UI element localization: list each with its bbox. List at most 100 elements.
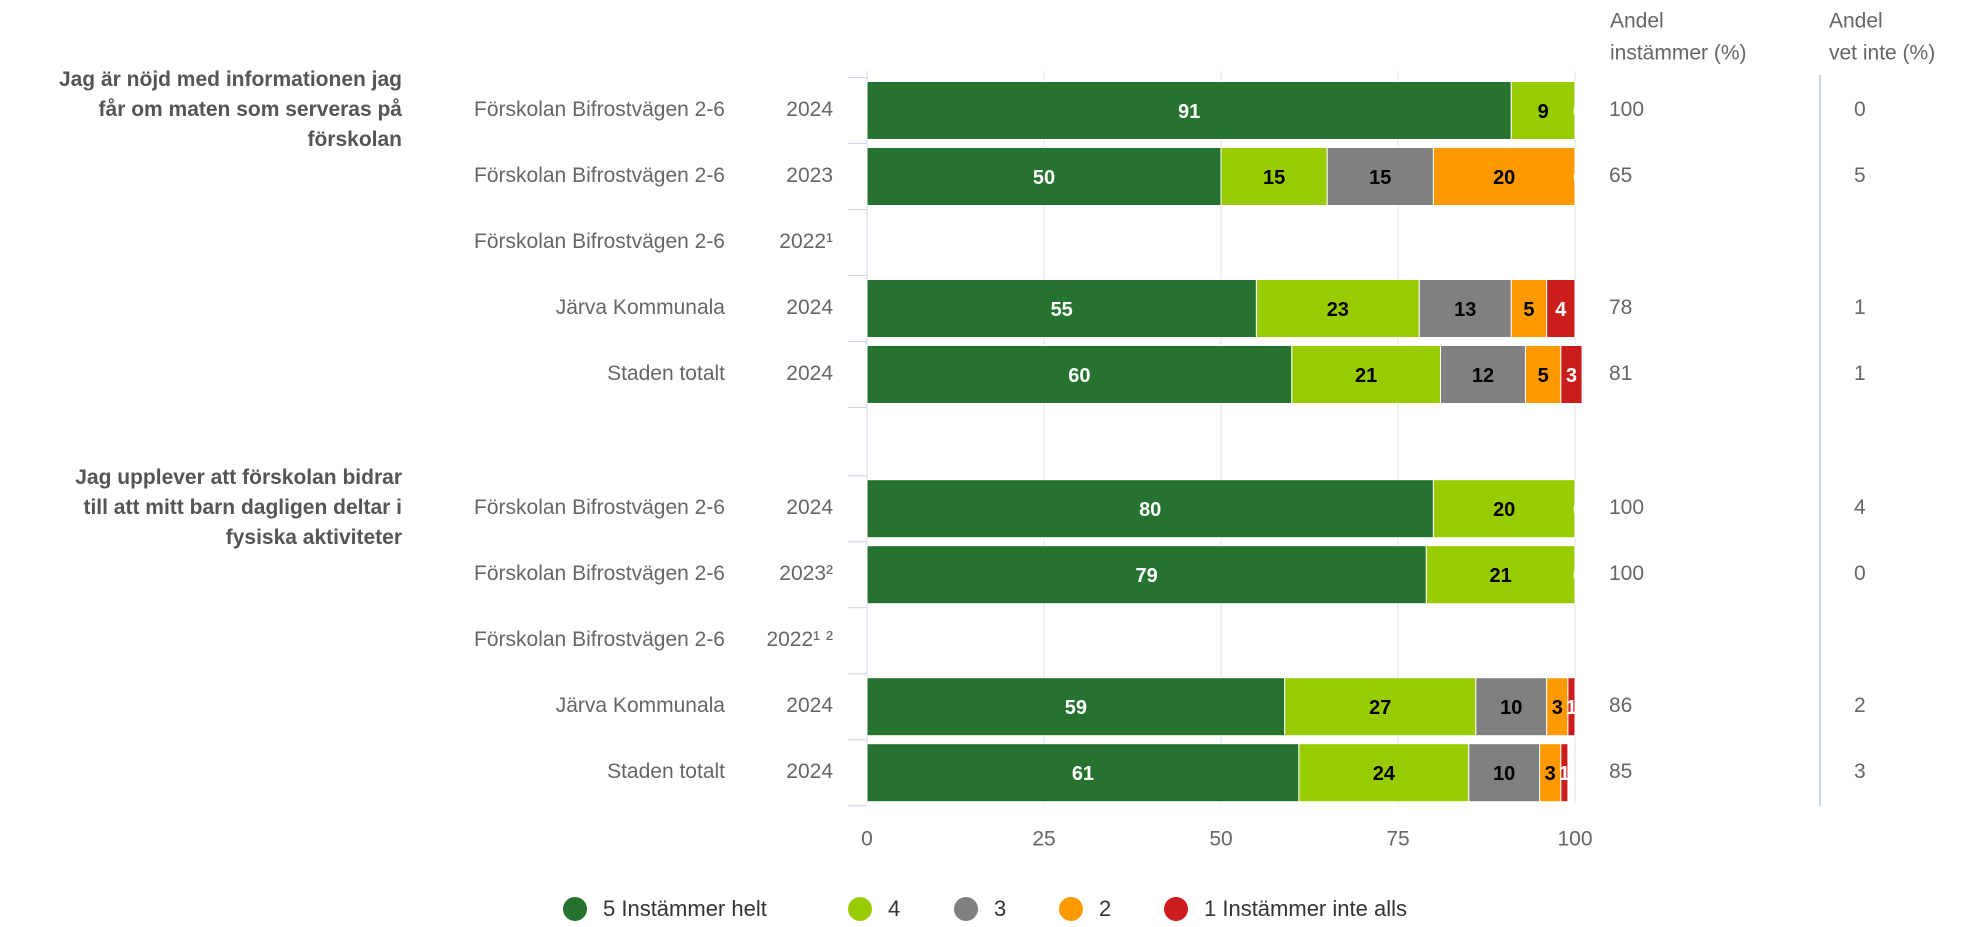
question-label: Jag är nöjd med informationen jag bbox=[59, 68, 402, 91]
row-name: Staden totalt bbox=[607, 362, 725, 385]
bar-segment bbox=[1418, 279, 1512, 338]
row-name: Förskolan Bifrostvägen 2-6 bbox=[474, 230, 725, 253]
segment-label: 21 bbox=[1355, 365, 1377, 387]
segment-label: 13 bbox=[1454, 299, 1476, 321]
share-agree: 86 bbox=[1609, 694, 1632, 717]
segment-label: 0 bbox=[1573, 565, 1584, 587]
bar-segment bbox=[1546, 279, 1576, 338]
bar-segment bbox=[866, 677, 1286, 737]
column-header: Andel bbox=[1829, 10, 1883, 33]
row-year: 2024 bbox=[786, 98, 833, 121]
bar-segment bbox=[1284, 677, 1477, 737]
bar-segment bbox=[1560, 743, 1569, 803]
bar-segment bbox=[1475, 677, 1548, 737]
row-name: Förskolan Bifrostvägen 2-6 bbox=[474, 562, 725, 585]
share-dont-know: 4 bbox=[1854, 496, 1866, 519]
question-label: får om maten som serveras på bbox=[99, 98, 403, 121]
segment-label: 10 bbox=[1500, 697, 1522, 719]
share-agree: 100 bbox=[1609, 496, 1644, 519]
bar-segment bbox=[1255, 279, 1420, 338]
share-agree: 81 bbox=[1609, 362, 1632, 385]
segment-label: 21 bbox=[1490, 565, 1512, 587]
segment-label: 23 bbox=[1327, 299, 1349, 321]
column-header: vet inte (%) bbox=[1829, 42, 1935, 65]
x-tick-label: 25 bbox=[1032, 828, 1055, 851]
segment-label: 9 bbox=[1538, 101, 1549, 123]
segment-label: 10 bbox=[1493, 763, 1515, 785]
segment-label: 20 bbox=[1493, 499, 1515, 521]
bar-segment bbox=[1524, 345, 1562, 404]
x-tick-label: 75 bbox=[1386, 828, 1409, 851]
segment-label: 0 bbox=[1573, 565, 1584, 587]
bar-segment bbox=[1432, 479, 1576, 539]
row-name: Förskolan Bifrostvägen 2-6 bbox=[474, 98, 725, 121]
segment-label: 79 bbox=[1136, 565, 1158, 587]
segment-label: 55 bbox=[1051, 299, 1073, 321]
segment-label: 24 bbox=[1373, 763, 1396, 785]
bar-segment bbox=[1510, 279, 1548, 338]
segment-label: 0 bbox=[1573, 167, 1584, 189]
question-label: till att mitt barn dagligen deltar i bbox=[83, 496, 402, 519]
x-tick-label: 0 bbox=[861, 828, 873, 851]
segment-label: 27 bbox=[1369, 697, 1391, 719]
legend-label: 1 Instämmer inte alls bbox=[1204, 896, 1407, 921]
row-name: Förskolan Bifrostvägen 2-6 bbox=[474, 496, 725, 519]
segment-label: 5 bbox=[1538, 365, 1549, 387]
share-agree: 78 bbox=[1609, 296, 1632, 319]
bar-segment bbox=[1510, 81, 1576, 140]
bar-segment bbox=[866, 279, 1257, 338]
segment-label: 0 bbox=[1573, 101, 1584, 123]
share-dont-know: 3 bbox=[1854, 760, 1866, 783]
share-dont-know: 1 bbox=[1854, 362, 1866, 385]
bar-segment bbox=[1291, 345, 1441, 404]
bar-segment bbox=[1560, 345, 1583, 404]
x-tick-label: 100 bbox=[1557, 828, 1592, 851]
segment-label: 3 bbox=[1545, 763, 1556, 785]
legend-marker bbox=[563, 897, 587, 921]
question-label: Jag upplever att förskolan bidrar bbox=[75, 466, 402, 489]
legend-marker bbox=[1164, 897, 1188, 921]
segment-label: 4 bbox=[1555, 299, 1567, 321]
bar-segment bbox=[1432, 147, 1576, 206]
segment-label: 60 bbox=[1068, 365, 1090, 387]
share-agree: 100 bbox=[1609, 98, 1644, 121]
segment-label: 1 bbox=[1566, 697, 1577, 719]
row-year: 2024 bbox=[786, 496, 833, 519]
bar-segment bbox=[866, 345, 1293, 404]
segment-label: 59 bbox=[1065, 697, 1087, 719]
x-tick-label: 50 bbox=[1209, 828, 1232, 851]
bar-segment bbox=[1425, 545, 1576, 605]
row-year: 2024 bbox=[786, 760, 833, 783]
row-name: Förskolan Bifrostvägen 2-6 bbox=[474, 164, 725, 187]
segment-label: 80 bbox=[1139, 499, 1161, 521]
bar-segment bbox=[1439, 345, 1526, 404]
share-agree: 100 bbox=[1609, 562, 1644, 585]
share-dont-know: 0 bbox=[1854, 98, 1866, 121]
segment-label: 91 bbox=[1178, 101, 1200, 123]
bar-segment bbox=[1468, 743, 1541, 803]
bar-segment bbox=[1298, 743, 1470, 803]
row-year: 2023² bbox=[779, 562, 833, 585]
column-header: instämmer (%) bbox=[1610, 42, 1747, 65]
segment-label: 61 bbox=[1072, 763, 1094, 785]
bar-segment bbox=[1220, 147, 1328, 206]
row-name: Förskolan Bifrostvägen 2-6 bbox=[474, 628, 725, 651]
column-header: Andel bbox=[1610, 10, 1664, 33]
row-year: 2024 bbox=[786, 362, 833, 385]
share-dont-know: 2 bbox=[1854, 694, 1866, 717]
bar-segment bbox=[1567, 677, 1576, 737]
row-year: 2024 bbox=[786, 296, 833, 319]
segment-label: 12 bbox=[1472, 365, 1494, 387]
row-name: Järva Kommunala bbox=[556, 694, 726, 717]
share-dont-know: 1 bbox=[1854, 296, 1866, 319]
segment-label: 0 bbox=[1573, 499, 1584, 521]
bar-segment bbox=[866, 743, 1300, 803]
segment-label: 5 bbox=[1523, 299, 1534, 321]
segment-label: 0 bbox=[1573, 101, 1584, 123]
segment-label: 15 bbox=[1263, 167, 1285, 189]
segment-label: 3 bbox=[1566, 365, 1577, 387]
legend-marker bbox=[1059, 897, 1083, 921]
legend-label: 2 bbox=[1099, 896, 1111, 921]
segment-label: 0 bbox=[1573, 499, 1584, 521]
share-dont-know: 0 bbox=[1854, 562, 1866, 585]
